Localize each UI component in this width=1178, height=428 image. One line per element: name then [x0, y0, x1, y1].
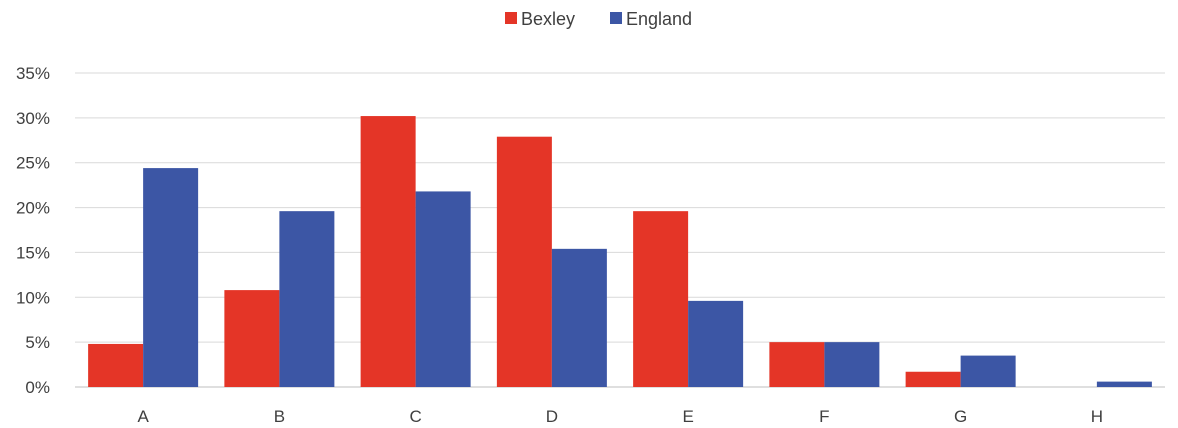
- y-tick-label: 20%: [16, 199, 50, 218]
- bar-england-d: [551, 248, 607, 387]
- x-axis-tick-labels: A B C D E F G H: [137, 407, 1103, 426]
- y-tick-label: 5%: [25, 333, 50, 352]
- x-tick-label: D: [546, 407, 558, 426]
- bar-england-c: [415, 191, 471, 387]
- bar-england-h: [1096, 381, 1152, 387]
- y-tick-label: 30%: [16, 109, 50, 128]
- legend-swatch-england: [610, 12, 622, 24]
- y-tick-label: 0%: [25, 378, 50, 397]
- bar-bexley-c: [360, 116, 416, 387]
- x-tick-label: F: [819, 407, 829, 426]
- y-tick-label: 15%: [16, 243, 50, 262]
- x-tick-label: G: [954, 407, 967, 426]
- y-tick-label: 25%: [16, 154, 50, 173]
- bar-england-g: [960, 355, 1016, 387]
- bar-england-e: [688, 300, 744, 387]
- bar-bexley-b: [224, 290, 280, 387]
- x-tick-label: C: [409, 407, 421, 426]
- bar-england-f: [824, 342, 880, 387]
- legend-label-england: England: [626, 9, 692, 29]
- legend-swatch-bexley: [505, 12, 517, 24]
- bar-england-a: [143, 168, 199, 387]
- bar-bexley-g: [905, 371, 961, 387]
- legend-label-bexley: Bexley: [521, 9, 575, 29]
- y-axis-tick-labels: 0% 5% 10% 15% 20% 25% 30% 35%: [16, 64, 50, 397]
- legend: Bexley England: [505, 9, 692, 29]
- y-tick-label: 10%: [16, 288, 50, 307]
- y-tick-label: 35%: [16, 64, 50, 83]
- bars: [88, 116, 1152, 387]
- x-tick-label: E: [682, 407, 693, 426]
- bar-bexley-d: [496, 136, 552, 387]
- bar-bexley-e: [633, 211, 689, 387]
- bar-bexley-a: [88, 343, 144, 387]
- x-tick-label: B: [274, 407, 285, 426]
- bar-bexley-f: [769, 342, 825, 387]
- bar-england-b: [279, 211, 335, 387]
- x-tick-label: H: [1091, 407, 1103, 426]
- x-tick-label: A: [137, 407, 149, 426]
